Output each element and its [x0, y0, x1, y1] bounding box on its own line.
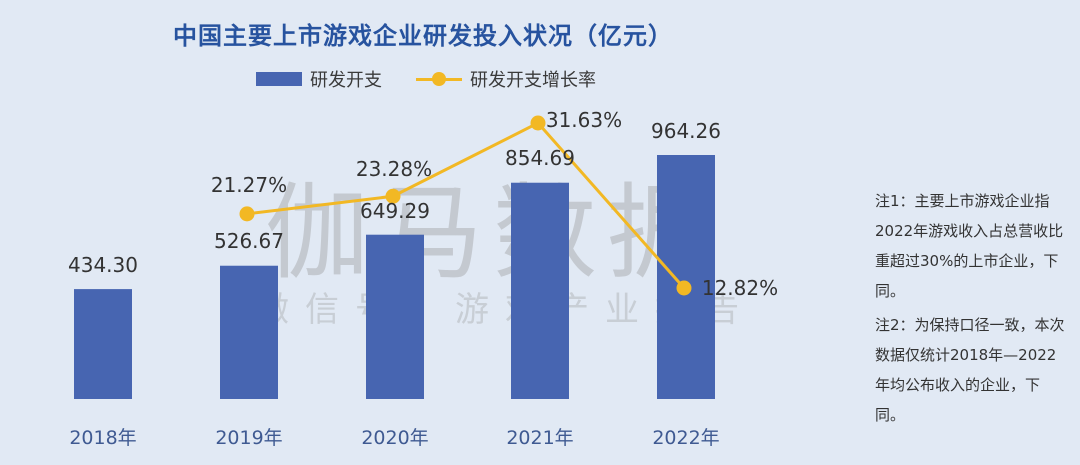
growth-value-label: 23.28%: [356, 157, 432, 181]
legend-line-label: 研发开支增长率: [470, 70, 596, 91]
x-axis-label: 2019年: [215, 427, 282, 449]
growth-point: [676, 280, 692, 296]
x-axis-label: 2018年: [69, 427, 136, 449]
note-1: 注1：主要上市游戏企业指2022年游戏收入占总营收比重超过30%的上市企业，下同…: [875, 192, 1064, 300]
bar-value-label: 964.26: [651, 119, 721, 143]
note-2: 注2：为保持口径一致，本次数据仅统计2018年—2022年均公布收入的企业，下同…: [875, 316, 1065, 424]
legend: 研发开支 研发开支增长率: [256, 66, 596, 92]
x-axis-label: 2020年: [361, 427, 428, 449]
growth-point: [530, 115, 546, 131]
bar: [511, 182, 569, 399]
bar: [366, 234, 424, 399]
growth-point: [239, 206, 255, 222]
chart-plot: 2018年 2019年 2020年 2021年 2022年 434.30 526.67 649…: [68, 108, 778, 449]
legend-line-swatch-icon: [416, 71, 462, 86]
chart-title: 中国主要上市游戏企业研发投入状况（亿元）: [0, 16, 860, 51]
growth-value-label: 21.27%: [211, 173, 287, 197]
legend-bar-label: 研发开支: [310, 70, 382, 91]
growth-point: [385, 188, 401, 204]
x-axis-label: 2022年: [652, 427, 719, 449]
growth-value-label: 31.63%: [546, 108, 622, 132]
chart-title-text: 中国主要上市游戏企业研发投入状况（亿元）: [173, 22, 673, 50]
bar: [657, 155, 715, 399]
bar: [74, 289, 132, 399]
legend-bar-swatch-icon: [256, 72, 302, 86]
bar-value-label: 649.29: [360, 199, 430, 223]
bar-value-label: 854.69: [505, 146, 575, 170]
bar: [220, 265, 278, 399]
bar-value-label: 434.30: [68, 253, 138, 277]
growth-value-label: 12.82%: [702, 276, 778, 300]
bar-value-label: 526.67: [214, 229, 284, 253]
growth-line: [246, 121, 686, 289]
x-axis-label: 2021年: [506, 427, 573, 449]
